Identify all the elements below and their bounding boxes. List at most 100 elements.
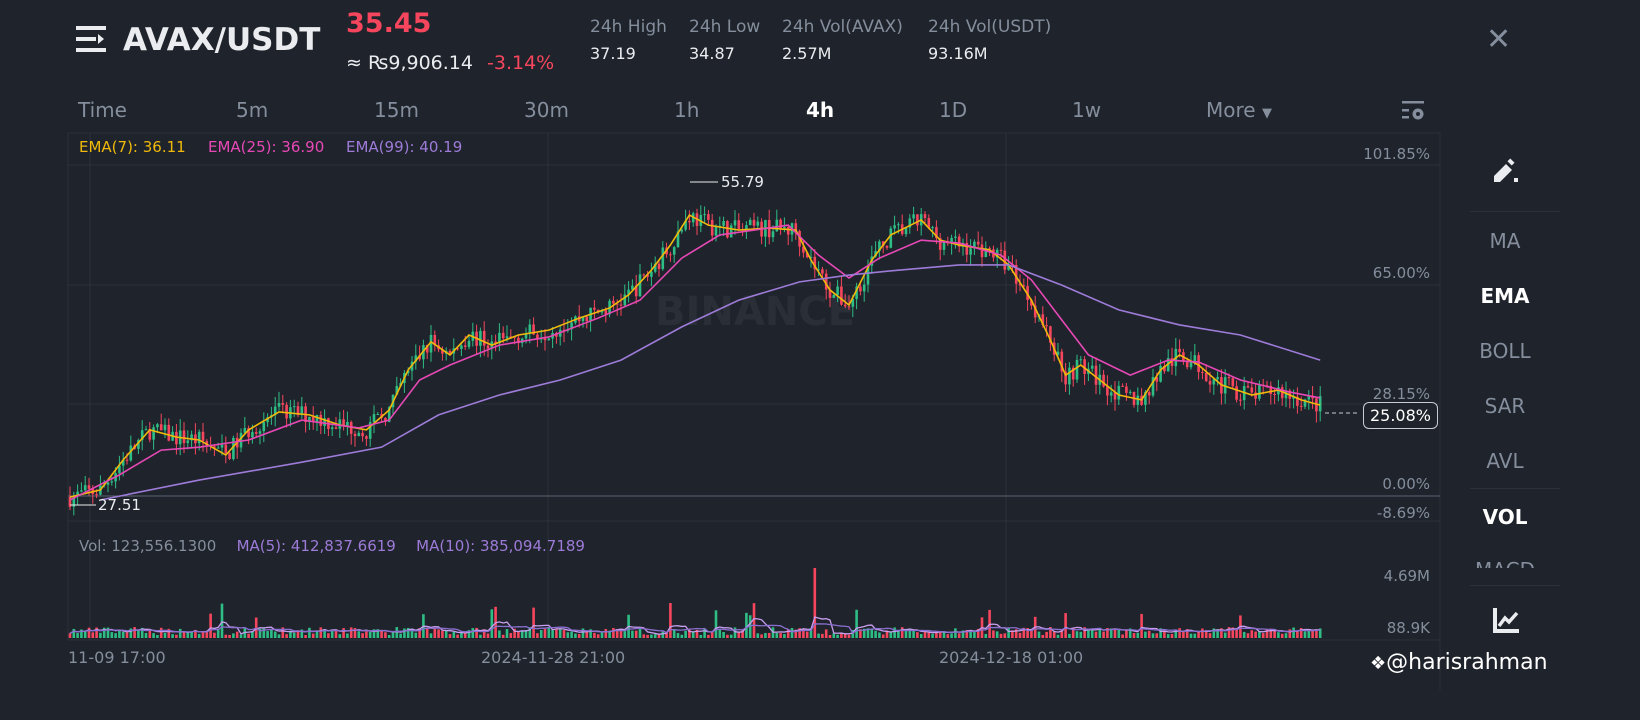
- candle: [1303, 399, 1307, 407]
- candle: [262, 422, 266, 432]
- tab-1h[interactable]: 1h: [674, 98, 700, 122]
- volume-bar: [1182, 630, 1185, 638]
- candle: [486, 345, 490, 349]
- volume-bar: [425, 628, 429, 638]
- candle: [1030, 299, 1033, 306]
- tab-4h[interactable]: 4h: [806, 98, 835, 122]
- candle: [258, 431, 262, 434]
- volume-bar: [1128, 628, 1132, 638]
- caret-down-icon: ▼: [1261, 106, 1272, 121]
- pair-title[interactable]: AVAX/USDT: [123, 22, 321, 58]
- volume-bar: [1250, 630, 1254, 638]
- volume-bar: [460, 631, 463, 638]
- legend-ema99: EMA(99): 40.19: [346, 138, 463, 156]
- chart-settings-icon[interactable]: [1400, 100, 1426, 122]
- volume-bar: [794, 629, 798, 638]
- volume-bar: [741, 629, 744, 638]
- indicator-ema[interactable]: EMA: [1480, 284, 1530, 308]
- axis-label: 28.15%: [1372, 385, 1430, 403]
- candle: [1128, 391, 1132, 393]
- indicator-ma[interactable]: MA: [1489, 229, 1521, 253]
- volume-bar: [1269, 628, 1273, 638]
- candle: [737, 220, 741, 229]
- volume-bar: [1174, 629, 1178, 638]
- candle: [1204, 372, 1208, 382]
- candle: [729, 225, 733, 238]
- volume-bar: [1265, 629, 1269, 638]
- tab-1w[interactable]: 1w: [1072, 98, 1102, 122]
- tab-1d[interactable]: 1D: [939, 98, 968, 122]
- candle: [794, 223, 798, 232]
- volume-bar: [361, 633, 364, 638]
- candle: [1307, 395, 1311, 400]
- indicator-macd[interactable]: MACD: [1440, 560, 1570, 568]
- candle: [1216, 377, 1219, 380]
- volume-bar: [346, 633, 349, 638]
- volume-bar: [190, 631, 193, 638]
- candle: [642, 274, 646, 276]
- volume-bar: [342, 628, 345, 638]
- indicator-vol[interactable]: VOL: [1482, 505, 1528, 529]
- candle: [1284, 390, 1288, 399]
- candle: [657, 263, 661, 270]
- draw-tool-icon[interactable]: [1492, 158, 1520, 186]
- candle: [342, 419, 345, 426]
- volume-bar: [152, 633, 155, 638]
- volume-bar: [1113, 628, 1117, 638]
- tab-30m[interactable]: 30m: [524, 98, 569, 122]
- volume-ma5-line: [69, 616, 1321, 635]
- volume-bar: [935, 631, 938, 638]
- volume-bar: [851, 629, 855, 638]
- volume-bar: [1170, 633, 1174, 638]
- volume-bar: [859, 629, 862, 638]
- candle: [1049, 326, 1052, 343]
- candle: [501, 332, 505, 339]
- volume-bar: [623, 631, 627, 638]
- axis-label: 101.85%: [1363, 145, 1430, 163]
- candle: [1280, 387, 1284, 399]
- binance-watermark: BINANCE: [655, 289, 855, 335]
- candle: [965, 242, 969, 255]
- volume-bar: [836, 634, 839, 638]
- candle: [300, 406, 304, 416]
- volume-bar: [410, 628, 414, 638]
- volume-bar: [452, 631, 456, 638]
- candle: [467, 340, 471, 347]
- indicator-sar[interactable]: SAR: [1484, 394, 1526, 418]
- volume-bar: [1147, 630, 1151, 638]
- candle: [722, 221, 725, 226]
- ema-line-7: [69, 213, 1321, 498]
- indicator-avl[interactable]: AVL: [1486, 449, 1524, 473]
- volume-bar: [95, 627, 98, 638]
- candle: [1060, 351, 1064, 372]
- volume-bar: [532, 607, 535, 638]
- menu-icon[interactable]: [76, 26, 106, 52]
- volume-bar: [384, 632, 387, 638]
- volume-bar: [1030, 629, 1033, 638]
- candle: [1136, 395, 1140, 405]
- tab-time[interactable]: Time: [78, 98, 127, 122]
- volume-bar: [1227, 627, 1231, 638]
- tab-more[interactable]: More ▼: [1206, 98, 1272, 122]
- volume-bar: [748, 615, 752, 638]
- volume-bar: [938, 631, 942, 638]
- volume-bar: [349, 627, 353, 638]
- volume-bar: [467, 630, 471, 638]
- indicator-boll[interactable]: BOLL: [1479, 339, 1531, 363]
- candle: [121, 459, 125, 466]
- tab-5m[interactable]: 5m: [236, 98, 269, 122]
- tab-15m[interactable]: 15m: [374, 98, 419, 122]
- candle: [140, 430, 144, 441]
- volume-bar: [1155, 633, 1159, 638]
- candle: [152, 427, 155, 440]
- chart-type-icon[interactable]: [1492, 606, 1520, 634]
- volume-bar: [593, 632, 596, 638]
- candle: [308, 416, 311, 423]
- volume-bar: [524, 630, 528, 638]
- volume-bar: [881, 634, 885, 638]
- ema-line-99: [100, 264, 1321, 501]
- volume-bar: [551, 629, 554, 638]
- close-icon[interactable]: ✕: [1486, 22, 1512, 57]
- volume-bar: [1064, 613, 1067, 638]
